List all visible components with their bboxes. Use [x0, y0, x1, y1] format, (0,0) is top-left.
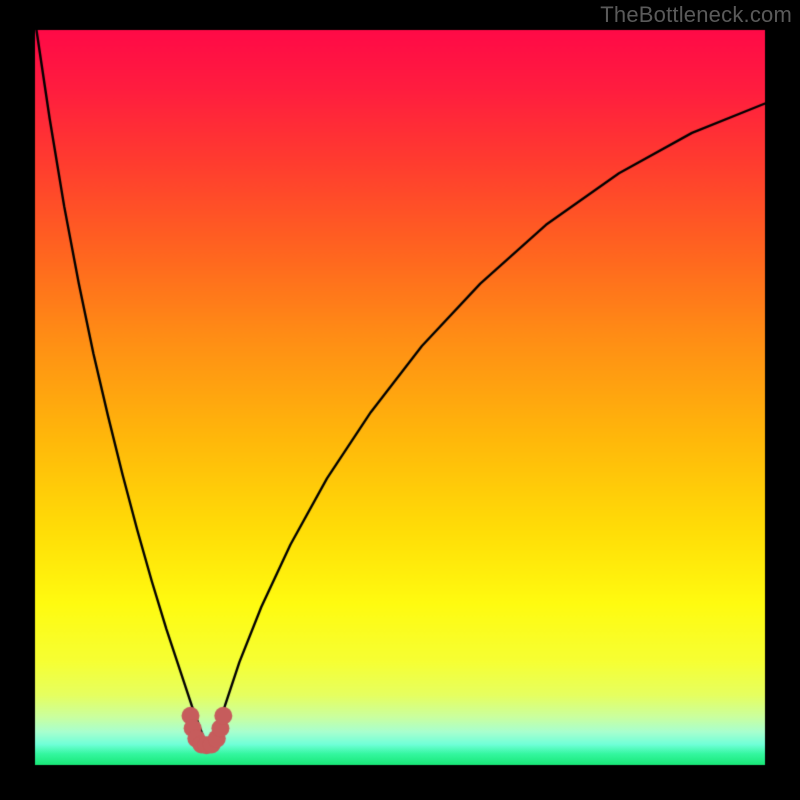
gradient-curve-chart: [0, 0, 800, 800]
chart-root: TheBottleneck.com: [0, 0, 800, 800]
watermark-text: TheBottleneck.com: [600, 2, 792, 28]
